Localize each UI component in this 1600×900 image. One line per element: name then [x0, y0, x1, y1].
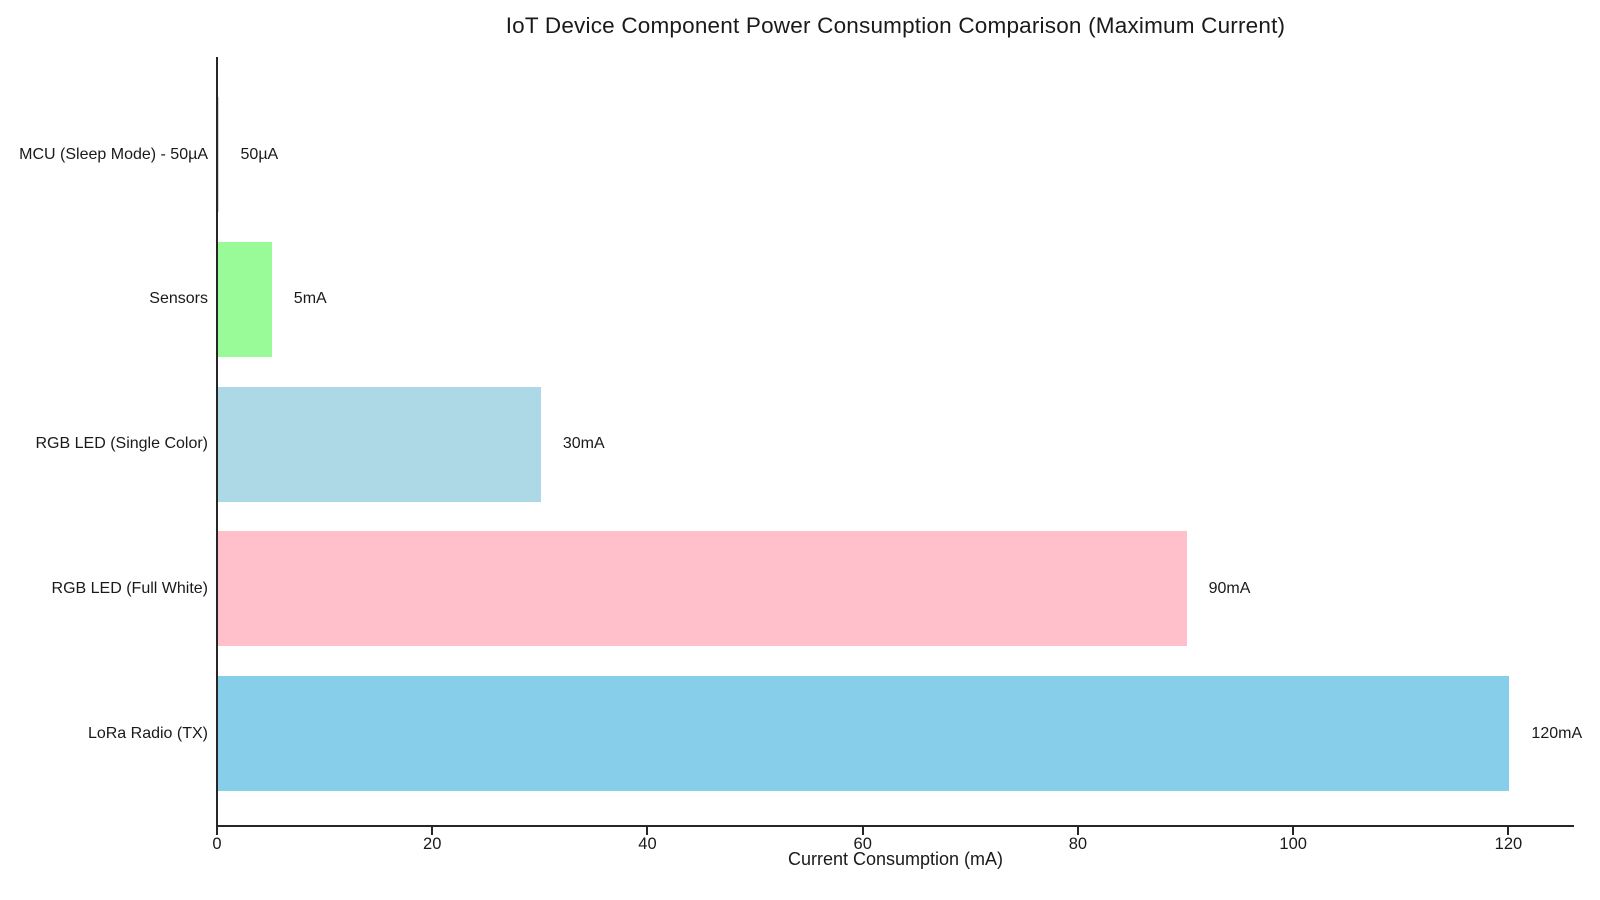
x-tick-mark: [861, 827, 864, 835]
bar: [218, 97, 219, 212]
x-tick-label: 0: [212, 835, 222, 853]
x-tick-mark: [1076, 827, 1079, 835]
x-tick-label: 120: [1494, 835, 1523, 853]
x-tick-label: 100: [1279, 835, 1307, 853]
y-axis-line: [216, 57, 218, 827]
chart-title: IoT Device Component Power Consumption C…: [505, 13, 1286, 38]
x-tick-mark: [1507, 827, 1510, 835]
bar: [218, 676, 1510, 792]
value-label: 50µA: [240, 145, 279, 163]
value-label: 30mA: [562, 435, 605, 453]
x-tick-mark: [1292, 827, 1295, 835]
x-tick-mark: [646, 827, 649, 835]
value-label: 5mA: [293, 290, 327, 308]
bar: [218, 531, 1187, 647]
x-tick-label: 40: [638, 835, 657, 853]
category-label: RGB LED (Full White): [51, 579, 208, 597]
category-label: RGB LED (Single Color): [35, 435, 209, 453]
x-tick-label: 20: [423, 835, 442, 853]
x-tick-mark: [216, 827, 218, 835]
category-label: Sensors: [149, 290, 208, 308]
category-label: LoRa Radio (TX): [87, 724, 208, 742]
x-axis-line: [216, 825, 1574, 827]
x-tick-mark: [431, 827, 434, 835]
x-tick-label: 80: [1068, 835, 1088, 853]
value-label: 120mA: [1531, 724, 1583, 742]
value-label: 90mA: [1208, 579, 1251, 597]
x-axis-label: Current Consumption (mA): [787, 849, 1004, 869]
bar: [218, 241, 272, 357]
x-tick-label: 60: [853, 835, 872, 853]
bar: [218, 386, 541, 502]
category-label: MCU (Sleep Mode) - 50µA: [19, 145, 208, 163]
